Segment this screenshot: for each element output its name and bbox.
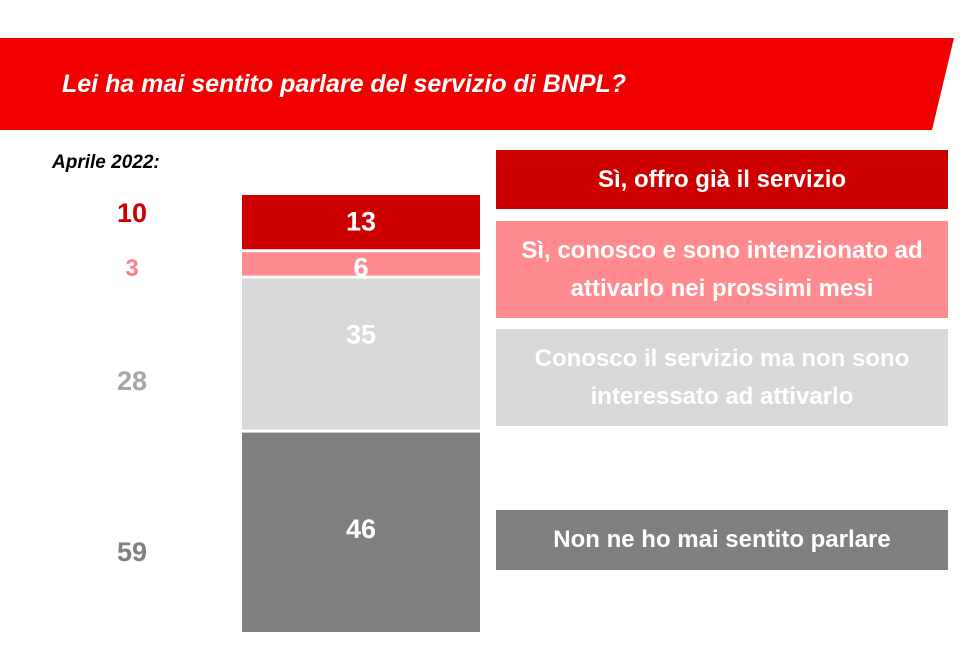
bar-data-label: 46 (346, 514, 376, 544)
bar-segment-non-interessato (242, 278, 480, 430)
comparison-value-intenzionato: 3 (125, 255, 139, 282)
bar-segment-intenzionato (242, 252, 480, 276)
page-title: Lei ha mai sentito parlare del servizio … (62, 70, 627, 98)
banner-shape (0, 38, 954, 130)
comparison-value-mai: 59 (116, 537, 148, 567)
bar-segment-mai (242, 432, 480, 632)
legend-offro: Sì, offro già il servizio (496, 150, 948, 209)
legend-intenzionato: Sì, conosco e sono intenzionato ad attiv… (496, 221, 948, 318)
bar-data-label: 6 (353, 253, 368, 283)
legend-mai: Non ne ho mai sentito parlare (496, 510, 948, 570)
comparison-value-non-interessato: 28 (116, 366, 148, 396)
comparison-label: Aprile 2022: (52, 152, 160, 173)
bar-data-label: 35 (346, 319, 376, 349)
bar-segment-offro (242, 195, 480, 250)
legend-non-interessato: Conosco il servizio ma non sono interess… (496, 329, 948, 426)
bar-data-label: 13 (346, 206, 376, 236)
question-banner: Lei ha mai sentito parlare del servizio … (0, 38, 954, 130)
comparison-value-offro: 10 (116, 198, 148, 228)
